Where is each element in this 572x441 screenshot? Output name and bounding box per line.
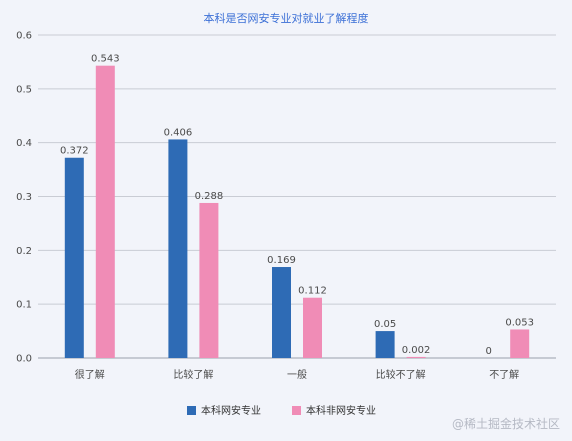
y-tick-label: 0.6: [16, 31, 32, 42]
data-label: 0.169: [267, 255, 296, 266]
legend-label: 本科非网安专业: [306, 404, 376, 417]
x-tick-label: 很了解: [75, 368, 105, 381]
bar-wangan: [375, 331, 395, 358]
data-label: 0.543: [91, 54, 120, 65]
y-tick-label: 0.5: [16, 84, 32, 95]
bar-fei-wangan: [406, 356, 426, 358]
y-tick-label: 0.3: [16, 192, 32, 203]
bar-wangan: [64, 157, 84, 358]
x-axis: 很了解 比较了解 一般 比较不了解 不了解: [75, 368, 519, 381]
y-tick-label: 0.1: [16, 300, 32, 311]
chart-title: 本科是否网安专业对就业了解程度: [204, 11, 369, 25]
data-label: 0.372: [60, 146, 89, 157]
data-label: 0.053: [505, 317, 534, 328]
y-tick-label: 0.0: [16, 354, 32, 365]
data-label: 0.288: [195, 191, 224, 202]
bar-fei-wangan: [95, 65, 115, 358]
data-label: 0: [486, 346, 492, 357]
legend-label: 本科网安专业: [201, 404, 261, 417]
y-tick-label: 0.2: [16, 246, 32, 257]
x-tick-label: 不了解: [489, 368, 519, 381]
watermark-text: @稀土掘金技术社区: [452, 416, 560, 431]
data-label: 0.406: [164, 127, 193, 138]
legend-swatch: [187, 406, 196, 415]
data-labels: 0.372 0.543 0.406 0.288 0.169 0.112 0.05 0.002 0…: [60, 54, 534, 357]
legend-swatch: [292, 406, 301, 415]
data-label: 0.002: [402, 345, 431, 356]
data-label: 0.05: [374, 319, 396, 330]
bar-fei-wangan: [199, 202, 219, 358]
x-tick-label: 比较了解: [173, 368, 213, 381]
bar-fei-wangan: [303, 297, 322, 358]
x-tick-label: 一般: [287, 368, 307, 381]
legend: 本科网安专业 本科非网安专业: [187, 404, 376, 417]
bar-fei-wangan: [510, 329, 530, 358]
data-label: 0.112: [298, 286, 327, 297]
grid-lines: [38, 34, 556, 359]
x-tick-label: 比较不了解: [376, 368, 426, 381]
y-axis: 0.0 0.1 0.2 0.3 0.4 0.5 0.6: [16, 31, 32, 365]
y-tick-label: 0.4: [16, 138, 32, 149]
bar-wangan: [272, 267, 291, 358]
bar-wangan: [168, 139, 188, 358]
bars: [64, 65, 530, 358]
